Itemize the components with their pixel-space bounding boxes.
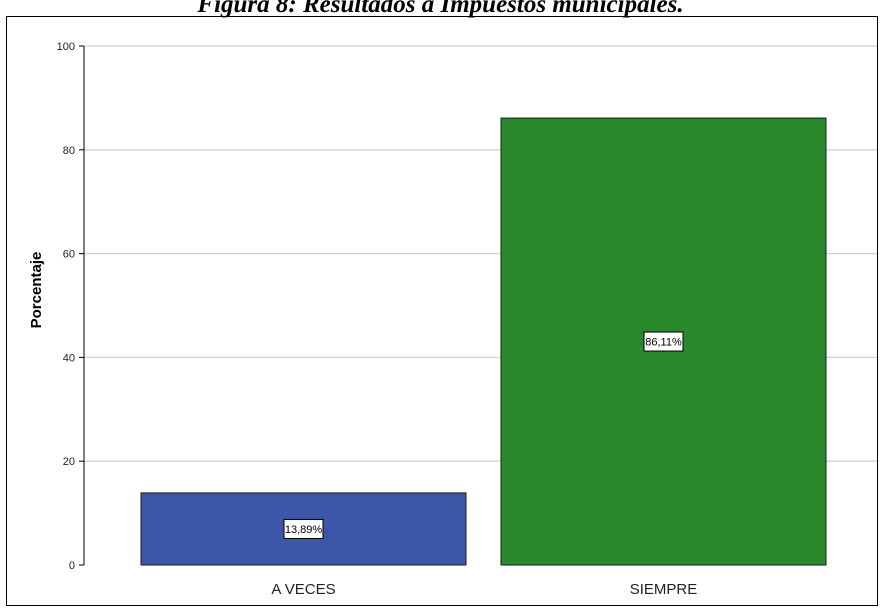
y-tick-label: 80 [63,145,75,157]
y-tick-label: 0 [69,560,75,572]
category-labels: A VECES SIEMPRE [271,581,697,598]
y-tick-label: 40 [63,352,75,364]
bars [140,117,827,566]
y-ticks: 0 20 40 60 80 100 [57,41,84,572]
chart-frame [6,16,878,606]
y-axis-title: Porcentaje [28,252,45,329]
y-tick-label: 100 [57,41,75,53]
data-labels: 13,89% 86,11% [283,331,684,539]
data-label: 86,11% [645,337,682,349]
figure-caption: Figura 8: Resultados a Impuestos municip… [197,0,684,18]
data-label-box [643,331,684,352]
data-label: 13,89% [285,524,323,536]
data-label-box [283,518,324,539]
y-tick-label: 20 [63,456,75,468]
x-category-label: A VECES [271,581,335,598]
x-category-label: SIEMPRE [630,581,698,598]
y-tick-label: 60 [63,249,75,261]
